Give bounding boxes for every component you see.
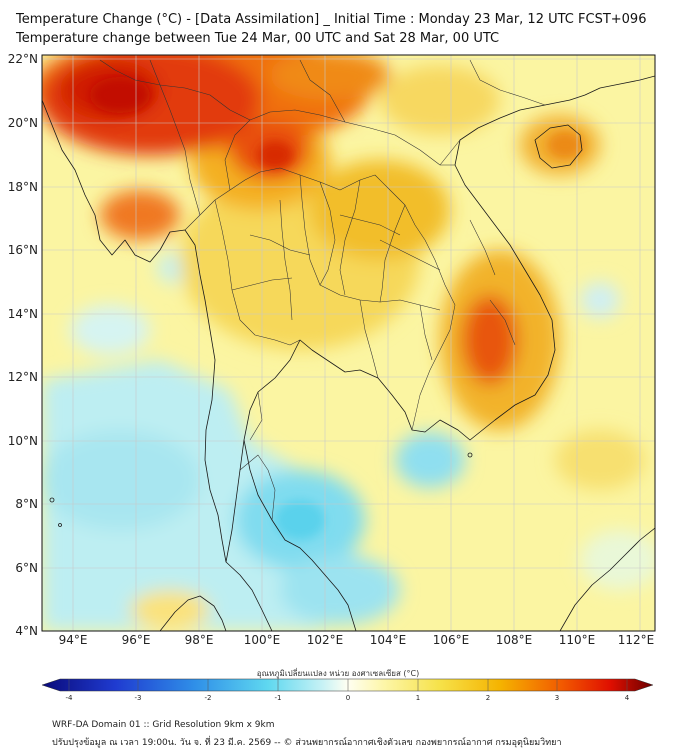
graticule xyxy=(42,55,655,631)
lon-label: 106°E xyxy=(433,633,470,647)
lat-label: 20°N xyxy=(8,116,38,130)
colorbar-tick: 2 xyxy=(486,694,490,702)
lon-label: 96°E xyxy=(122,633,151,647)
coastlines xyxy=(42,75,655,631)
lon-label: 102°E xyxy=(307,633,344,647)
map-title-line2: Temperature change between Tue 24 Mar, 0… xyxy=(16,31,500,46)
colorbar-label: อุณหภูมิเปลี่ยนแปลง หน่วย องศาเซลเซียส (… xyxy=(256,669,420,678)
footer-credit: ปรับปรุงข้อมูล ณ เวลา 19:00น. วัน จ. ที่… xyxy=(52,738,562,748)
lat-label: 10°N xyxy=(8,434,38,448)
lat-label: 12°N xyxy=(8,370,38,384)
footer-model-info: WRF-DA Domain 01 :: Grid Resolution 9km … xyxy=(52,720,275,730)
colorbar-tick: -3 xyxy=(135,694,142,702)
lon-label: 100°E xyxy=(244,633,281,647)
colorbar-tick: 3 xyxy=(555,694,559,702)
colorbar-tick: -1 xyxy=(275,694,282,702)
colorbar-tick: 1 xyxy=(416,694,420,702)
lat-label: 22°N xyxy=(8,52,38,66)
lat-label: 14°N xyxy=(8,307,38,321)
longitude-labels: 94°E 96°E 98°E 100°E 102°E 104°E 106°E 1… xyxy=(59,633,655,647)
admin-borders xyxy=(99,59,546,521)
colorbar-tick: 4 xyxy=(625,694,630,702)
lon-label: 94°E xyxy=(59,633,88,647)
colorbar-ramp xyxy=(41,678,654,692)
lat-label: 18°N xyxy=(8,180,38,194)
colorbar-tick: 0 xyxy=(346,694,350,702)
lon-label: 112°E xyxy=(618,633,655,647)
colorbar: -4 -3 -2 -1 0 1 2 3 4 xyxy=(41,678,654,702)
colorbar-tick: -4 xyxy=(66,694,74,702)
lon-label: 98°E xyxy=(185,633,214,647)
map-title-line1: Temperature Change (°C) - [Data Assimila… xyxy=(16,12,647,27)
lat-label: 16°N xyxy=(8,243,38,257)
map-frame xyxy=(41,54,656,632)
lon-label: 110°E xyxy=(559,633,596,647)
lat-label: 6°N xyxy=(15,561,38,575)
lat-label: 8°N xyxy=(15,497,38,511)
lat-label: 4°N xyxy=(15,624,38,638)
temperature-field xyxy=(42,55,655,631)
colorbar-tick: -2 xyxy=(205,694,212,702)
latitude-labels: 22°N 20°N 18°N 16°N 14°N 12°N 10°N 8°N 6… xyxy=(8,52,38,638)
lon-label: 108°E xyxy=(496,633,533,647)
lon-label: 104°E xyxy=(370,633,407,647)
